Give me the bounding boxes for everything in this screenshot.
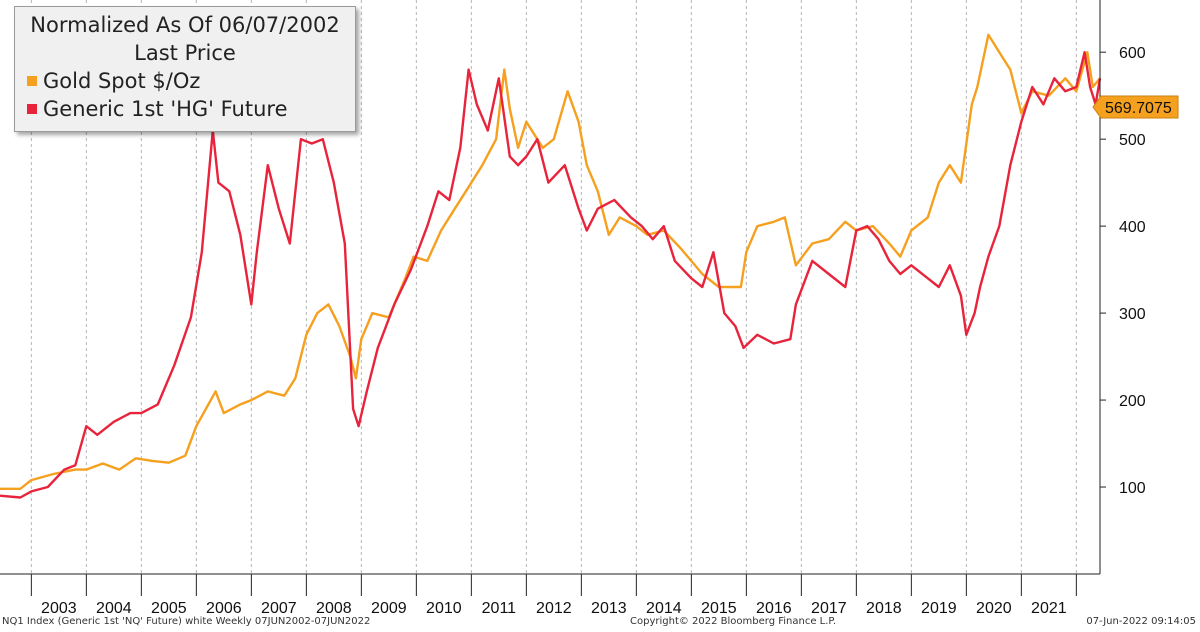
footer-index-info: NQ1 Index (Generic 1st 'NQ' Future) whit…: [2, 616, 371, 627]
y-axis: 100 200 300 400 500 600: [1099, 0, 1146, 574]
x-tick-label: 2010: [426, 600, 462, 617]
legend-item-label: Generic 1st 'HG' Future: [43, 97, 288, 121]
last-value-label: 569.7075: [1105, 100, 1172, 117]
last-value-tag: [1092, 95, 1179, 119]
x-tick-label: 2016: [756, 600, 792, 617]
copper-swatch-icon: [27, 104, 37, 114]
x-tick-label: 2005: [151, 600, 187, 617]
series-group: [0, 33, 1102, 499]
y-tick-label: 200: [1119, 393, 1146, 410]
x-tick-label: 2007: [261, 600, 297, 617]
y-tick-label: 300: [1119, 306, 1146, 323]
legend-title: Normalized As Of 06/07/2002: [30, 13, 340, 37]
x-tick-label: 2011: [482, 600, 517, 617]
x-tick-label: 2019: [921, 600, 957, 617]
legend-item-gold: Gold Spot $/Oz: [27, 69, 200, 93]
x-tick-label: 2018: [866, 600, 902, 617]
x-tick-label: 2017: [811, 600, 847, 617]
copper-series-line: [0, 51, 1102, 499]
footer-timestamp: 07-Jun-2022 09:14:05: [1086, 616, 1196, 627]
x-tick-label: 2015: [701, 600, 737, 617]
x-tick-label: 2012: [536, 600, 572, 617]
x-tick-label: 2009: [371, 600, 407, 617]
x-tick-label: 2020: [976, 600, 1012, 617]
x-axis: 2003 2004 2005 2006 2007 2008 2009 2010 2011 2012…: [0, 573, 1100, 617]
legend: Normalized As Of 06/07/2002 Last Price G…: [14, 6, 356, 132]
legend-item-label: Gold Spot $/Oz: [43, 69, 201, 93]
footer-copyright: Copyright© 2022 Bloomberg Finance L.P.: [630, 616, 837, 627]
legend-item-copper: Generic 1st 'HG' Future: [27, 97, 287, 121]
last-value-marker: 569.7075: [1092, 95, 1179, 119]
y-tick-label: 500: [1119, 132, 1146, 149]
x-tick-label: 2006: [206, 600, 242, 617]
y-tick-label: 400: [1119, 219, 1146, 236]
y-tick-label: 100: [1119, 480, 1146, 497]
x-tick-label: 2004: [96, 600, 132, 617]
legend-subtitle: Last Price: [134, 41, 236, 65]
gold-series-line: [0, 33, 1101, 490]
x-tick-label: 2021: [1031, 600, 1067, 617]
gold-swatch-icon: [27, 76, 37, 86]
x-tick-label: 2008: [316, 600, 352, 617]
x-tick-label: 2014: [646, 600, 682, 617]
y-tick-label: 600: [1119, 45, 1146, 62]
x-tick-label: 2003: [41, 600, 77, 617]
x-tick-label: 2013: [591, 600, 627, 617]
